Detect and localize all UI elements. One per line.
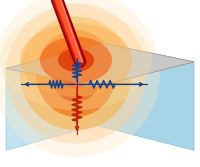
Ellipse shape xyxy=(20,23,132,97)
Polygon shape xyxy=(6,68,96,150)
Ellipse shape xyxy=(6,3,146,144)
Polygon shape xyxy=(96,62,194,150)
Polygon shape xyxy=(6,43,194,87)
Ellipse shape xyxy=(0,10,152,110)
Ellipse shape xyxy=(40,37,112,84)
Ellipse shape xyxy=(36,30,116,117)
Polygon shape xyxy=(6,43,194,87)
Ellipse shape xyxy=(62,58,90,89)
Ellipse shape xyxy=(20,17,132,130)
Ellipse shape xyxy=(0,0,160,157)
Ellipse shape xyxy=(58,48,94,72)
Ellipse shape xyxy=(50,45,102,102)
